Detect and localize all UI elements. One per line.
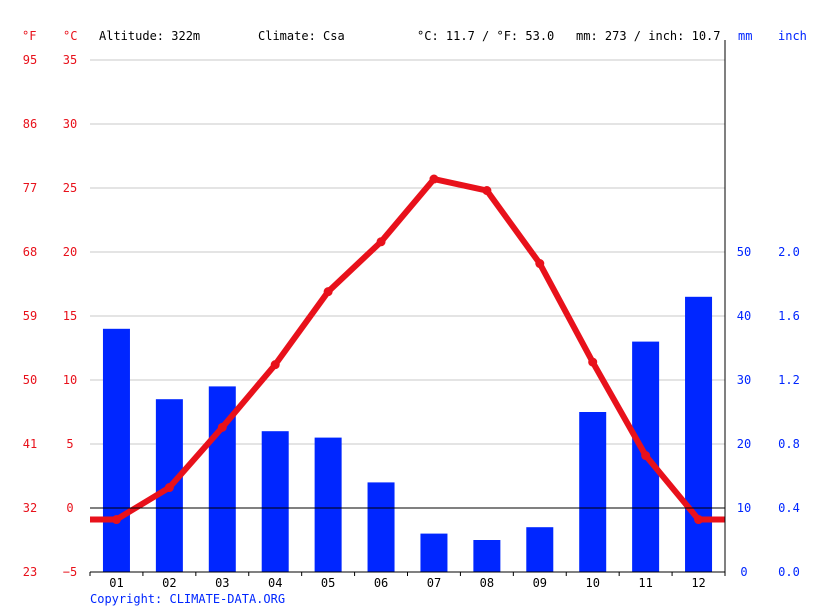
celsius-tick-label: 20 bbox=[63, 245, 77, 259]
month-label: 01 bbox=[109, 576, 123, 590]
mm-tick-label: 30 bbox=[737, 373, 751, 387]
fahrenheit-tick-label: 59 bbox=[23, 309, 37, 323]
inch-tick-label: 1.2 bbox=[778, 373, 800, 387]
axes bbox=[89, 40, 726, 576]
month-label: 07 bbox=[427, 576, 441, 590]
celsius-tick-label: 30 bbox=[63, 117, 77, 131]
axis-labels: 95 35 86 30 77 25 68 20 59 15 50 10 41 5 32 0 23 −5 50 2.0 4… bbox=[23, 53, 800, 590]
temperature-point bbox=[323, 287, 333, 297]
celsius-tick-label: 10 bbox=[63, 373, 77, 387]
climate-label: Climate: Csa bbox=[258, 29, 345, 43]
precipitation-bar bbox=[579, 412, 607, 572]
fahrenheit-tick-label: 68 bbox=[23, 245, 37, 259]
month-label: 08 bbox=[480, 576, 494, 590]
temperature-point bbox=[111, 515, 121, 525]
temperature-line bbox=[90, 174, 725, 525]
precipitation-bar bbox=[685, 296, 713, 572]
temperature-point bbox=[376, 237, 386, 247]
average-temperature-label: °C: 11.7 / °F: 53.0 bbox=[417, 29, 554, 43]
fahrenheit-tick-label: 32 bbox=[23, 501, 37, 515]
month-label: 02 bbox=[162, 576, 176, 590]
celsius-unit-label: °C bbox=[63, 29, 77, 43]
precipitation-bars bbox=[102, 296, 713, 572]
inch-tick-label: 2.0 bbox=[778, 245, 800, 259]
temperature-polyline bbox=[90, 176, 725, 523]
celsius-tick-label: 0 bbox=[66, 501, 73, 515]
month-label: 09 bbox=[533, 576, 547, 590]
temperature-point bbox=[217, 422, 227, 432]
temperature-point bbox=[694, 515, 704, 525]
mm-tick-label: 50 bbox=[737, 245, 751, 259]
celsius-tick-label: 25 bbox=[63, 181, 77, 195]
precipitation-bar bbox=[526, 527, 554, 572]
month-label: 12 bbox=[691, 576, 705, 590]
precipitation-bar bbox=[261, 431, 289, 572]
temperature-point bbox=[641, 451, 651, 461]
precipitation-bar bbox=[102, 328, 130, 572]
month-label: 03 bbox=[215, 576, 229, 590]
mm-tick-label: 20 bbox=[737, 437, 751, 451]
copyright-text: Copyright: CLIMATE-DATA.ORG bbox=[90, 592, 285, 606]
altitude-label: Altitude: 322m bbox=[99, 29, 200, 43]
fahrenheit-tick-label: 23 bbox=[23, 565, 37, 579]
temperature-point bbox=[270, 360, 280, 370]
inch-tick-label: 0.0 bbox=[778, 565, 800, 579]
precipitation-bar bbox=[314, 437, 342, 572]
temperature-point bbox=[164, 483, 174, 493]
mm-tick-label: 0 bbox=[740, 565, 747, 579]
temperature-point bbox=[429, 174, 439, 184]
grid-lines bbox=[90, 59, 725, 573]
fahrenheit-tick-label: 95 bbox=[23, 53, 37, 67]
celsius-tick-label: 15 bbox=[63, 309, 77, 323]
inch-unit-label: inch bbox=[778, 29, 807, 43]
fahrenheit-tick-label: 41 bbox=[23, 437, 37, 451]
temperature-point bbox=[482, 186, 492, 196]
month-label: 11 bbox=[638, 576, 652, 590]
mm-tick-label: 40 bbox=[737, 309, 751, 323]
precipitation-total-label: mm: 273 / inch: 10.7 bbox=[576, 29, 721, 43]
fahrenheit-unit-label: °F bbox=[22, 29, 36, 43]
month-label: 10 bbox=[585, 576, 599, 590]
fahrenheit-tick-label: 86 bbox=[23, 117, 37, 131]
temperature-point bbox=[535, 259, 545, 269]
temperature-point bbox=[588, 357, 598, 367]
celsius-tick-label: 35 bbox=[63, 53, 77, 67]
month-label: 06 bbox=[374, 576, 388, 590]
fahrenheit-tick-label: 77 bbox=[23, 181, 37, 195]
precipitation-bar bbox=[473, 540, 501, 572]
celsius-tick-label: −5 bbox=[63, 565, 77, 579]
month-label: 04 bbox=[268, 576, 282, 590]
inch-tick-label: 0.4 bbox=[778, 501, 800, 515]
celsius-tick-label: 5 bbox=[66, 437, 73, 451]
precipitation-bar bbox=[420, 533, 448, 572]
inch-tick-label: 0.8 bbox=[778, 437, 800, 451]
month-label: 05 bbox=[321, 576, 335, 590]
fahrenheit-tick-label: 50 bbox=[23, 373, 37, 387]
mm-tick-label: 10 bbox=[737, 501, 751, 515]
mm-unit-label: mm bbox=[738, 29, 752, 43]
precipitation-bar bbox=[367, 482, 395, 572]
inch-tick-label: 1.6 bbox=[778, 309, 800, 323]
